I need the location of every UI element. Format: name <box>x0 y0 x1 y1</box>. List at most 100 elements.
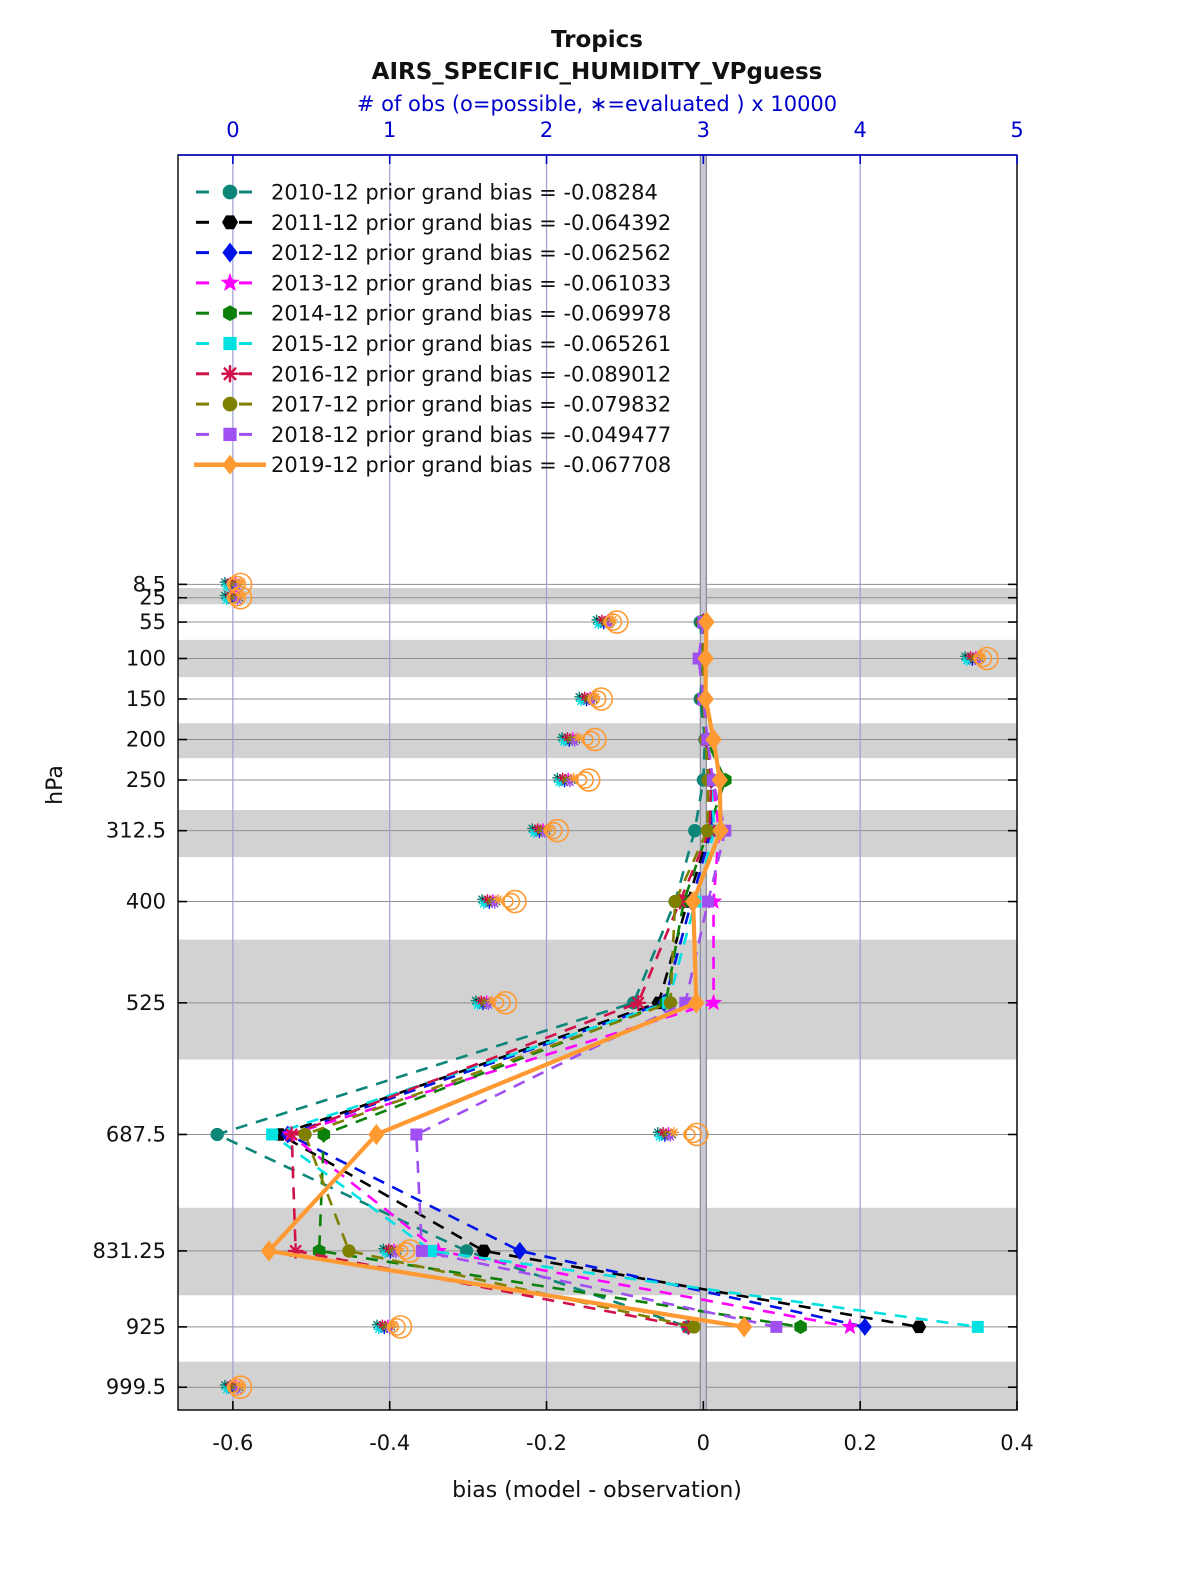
legend-item: 2018-12 prior grand bias = -0.049477 <box>196 423 671 447</box>
legend-item: 2010-12 prior grand bias = -0.08284 <box>196 181 658 205</box>
possible-circle <box>226 591 240 605</box>
evaluated-asterisk <box>668 1127 680 1138</box>
obs-count-clusters <box>219 572 999 1400</box>
possible-circle <box>491 996 505 1010</box>
legend-item: 2016-12 prior grand bias = -0.089012 <box>196 362 671 386</box>
series-marker <box>410 1128 423 1141</box>
legend-marker <box>223 427 237 442</box>
legend-label: 2014-12 prior grand bias = -0.069978 <box>271 302 671 326</box>
possible-circle <box>576 768 601 792</box>
legend-label: 2013-12 prior grand bias = -0.061033 <box>271 271 671 295</box>
possible-circle <box>493 991 518 1015</box>
series-marker <box>298 1127 312 1142</box>
top-tick-label: 3 <box>697 118 710 142</box>
left-tick-label: 525 <box>126 991 166 1015</box>
top-tick-label: 2 <box>540 118 553 142</box>
possible-circle <box>603 615 616 629</box>
top-tick-label: 4 <box>853 118 866 142</box>
obs-cluster <box>652 1122 709 1147</box>
evaluated-asterisk <box>219 576 231 588</box>
series-marker <box>971 1320 984 1333</box>
legend-label: 2011-12 prior grand bias = -0.064392 <box>271 211 671 235</box>
possible-circle <box>581 733 594 746</box>
left-tick-label: 150 <box>126 687 166 711</box>
obs-cluster <box>219 585 253 610</box>
series-marker <box>415 1244 428 1257</box>
obs-cluster <box>378 1239 422 1263</box>
series-marker <box>425 1244 438 1257</box>
legend-label: 2010-12 prior grand bias = -0.08284 <box>271 181 658 205</box>
top-axis-label: # of obs (o=possible, ∗=evaluated ) x 10… <box>357 92 837 116</box>
shaded-band <box>178 810 1017 857</box>
possible-circle <box>501 895 514 908</box>
possible-circle <box>545 818 570 843</box>
possible-circle <box>973 652 986 665</box>
series-marker <box>698 611 715 633</box>
series-marker <box>711 769 728 791</box>
evaluated-asterisk <box>596 614 608 626</box>
bottom-tick-label: -0.6 <box>212 1431 253 1455</box>
legend-marker <box>222 215 238 230</box>
series-marker <box>684 890 702 913</box>
legend-label: 2015-12 prior grand bias = -0.065261 <box>271 332 671 356</box>
series-marker <box>266 1128 279 1141</box>
legend-label: 2016-12 prior grand bias = -0.089012 <box>271 362 671 386</box>
chart-subtitle: AIRS_SPECIFIC_HUMIDITY_VPguess <box>372 59 823 85</box>
series-marker <box>630 994 647 1011</box>
obs-cluster <box>527 818 570 843</box>
series-marker <box>688 992 705 1014</box>
legend-marker <box>220 272 240 291</box>
legend-item: 2014-12 prior grand bias = -0.069978 <box>196 302 671 326</box>
series-marker <box>770 1320 783 1333</box>
series-marker <box>679 996 692 1009</box>
possible-circle <box>503 889 527 914</box>
legend-marker <box>223 305 237 322</box>
possible-circle <box>685 1122 709 1147</box>
shaded-band <box>178 939 1017 1060</box>
possible-circle <box>683 1128 696 1141</box>
possible-circle <box>228 1375 253 1400</box>
left-tick-label: 925 <box>126 1315 166 1339</box>
shaded-band <box>178 588 1017 605</box>
possible-circle <box>396 1244 409 1258</box>
evaluated-asterisk <box>573 732 584 743</box>
possible-circle <box>975 646 999 671</box>
obs-cluster <box>591 610 629 634</box>
legend-marker <box>223 336 237 351</box>
legend-label: 2012-12 prior grand bias = -0.062562 <box>271 241 671 265</box>
series-marker <box>705 728 722 751</box>
obs-cluster <box>371 1315 413 1339</box>
series-group <box>210 611 984 1338</box>
series-marker <box>911 1320 927 1334</box>
left-tick-label: 250 <box>126 768 166 792</box>
series-marker <box>702 895 715 908</box>
bottom-axis-label: bias (model - observation) <box>452 1478 742 1503</box>
shaded-band-group <box>178 588 1017 1411</box>
possible-circle <box>386 1320 400 1334</box>
legend-item: 2019-12 prior grand bias = -0.067708 <box>194 453 671 477</box>
legend-marker <box>222 396 238 412</box>
legend-label: 2018-12 prior grand bias = -0.049477 <box>271 423 671 447</box>
obs-cluster <box>219 1375 253 1400</box>
left-tick-label: 100 <box>126 647 166 671</box>
series-marker <box>697 688 714 710</box>
obs-cluster <box>470 991 518 1015</box>
possible-circle <box>226 1380 240 1394</box>
possible-circle <box>228 585 253 610</box>
series-marker <box>704 993 723 1011</box>
series-marker <box>317 1127 331 1142</box>
left-axis-label: hPa <box>43 765 68 805</box>
legend-marker <box>222 454 238 475</box>
legend-item: 2015-12 prior grand bias = -0.065261 <box>196 332 671 356</box>
series-marker <box>368 1123 385 1146</box>
series-marker <box>857 1317 872 1336</box>
bottom-tick-label: 0.2 <box>843 1431 876 1455</box>
bottom-tick-label: 0 <box>697 1431 710 1455</box>
legend-item: 2012-12 prior grand bias = -0.062562 <box>196 241 671 265</box>
legend-marker <box>221 364 239 383</box>
series-marker <box>283 1126 300 1143</box>
legend-marker <box>222 242 238 263</box>
